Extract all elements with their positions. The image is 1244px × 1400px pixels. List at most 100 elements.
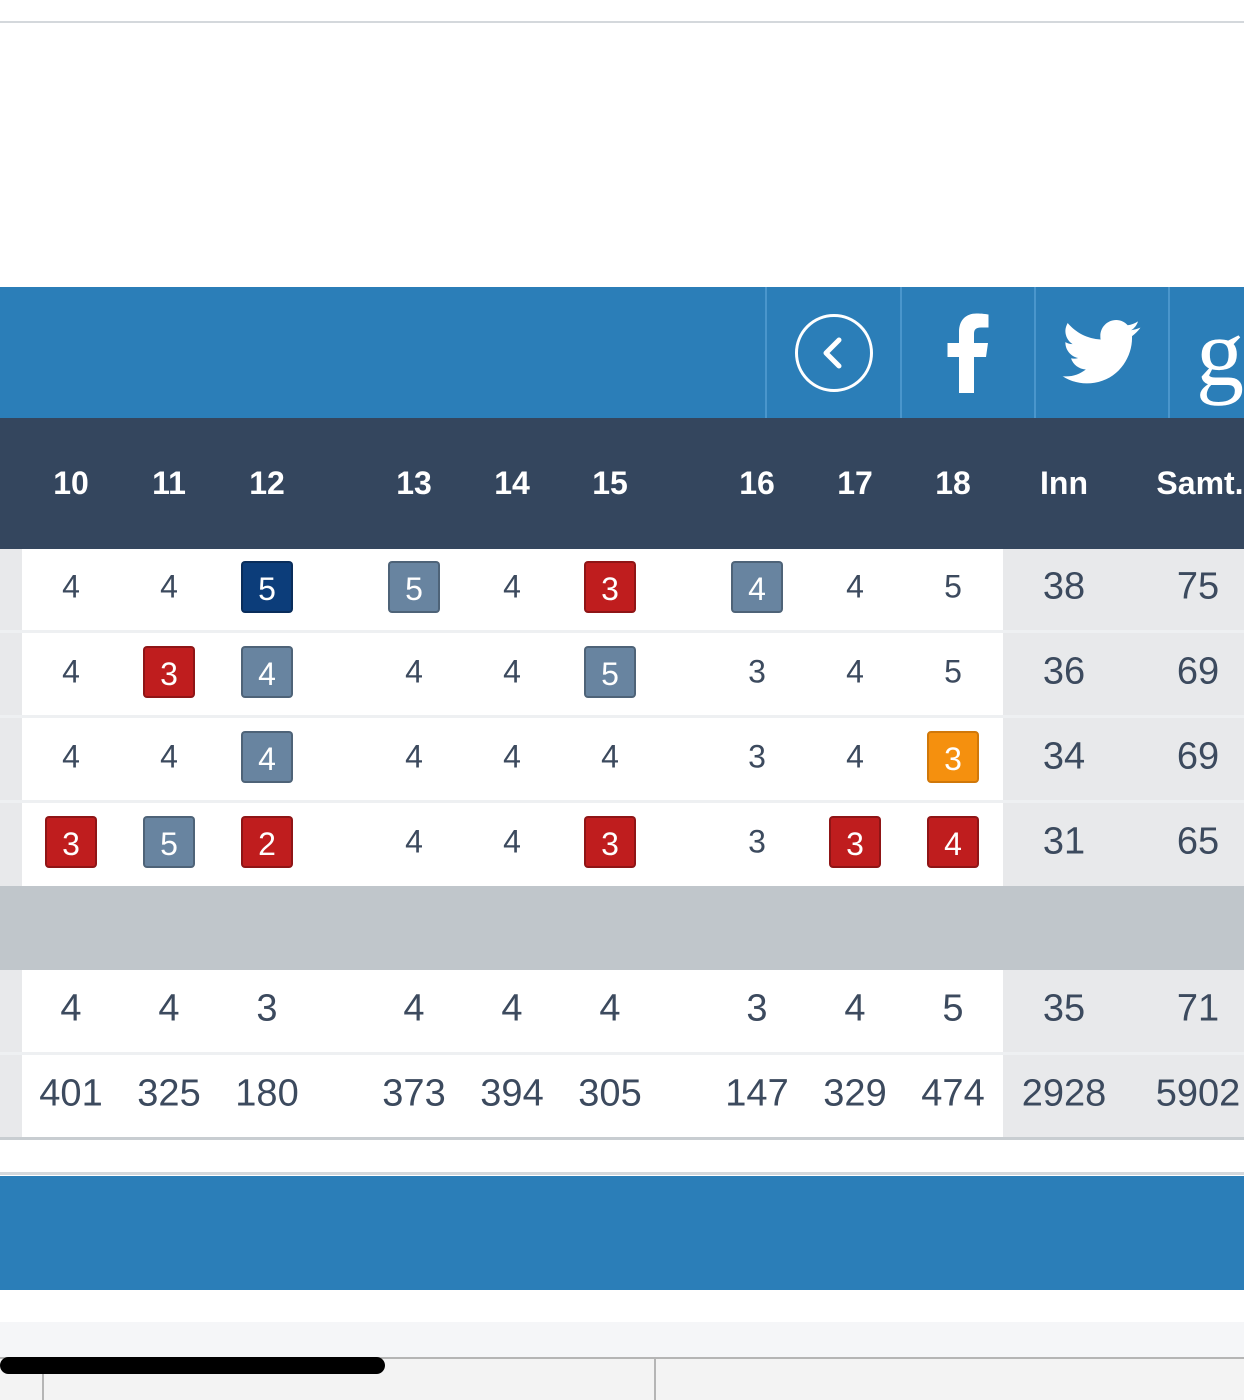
- par-cell: 4: [599, 987, 621, 1030]
- row-divider: [0, 800, 1244, 803]
- round-total: 69: [1176, 735, 1220, 778]
- par-cell: 4: [60, 987, 82, 1030]
- score-cell: 4: [846, 653, 864, 690]
- hole-10-header: 10: [53, 465, 89, 501]
- score-cell: 4: [503, 568, 521, 605]
- hole-14-header: 14: [494, 465, 530, 501]
- google-share-button[interactable]: g: [1168, 287, 1244, 418]
- par-cell: 3: [256, 987, 278, 1030]
- score-badge-sblue: 4: [241, 731, 293, 783]
- round-total: 36: [1042, 650, 1086, 693]
- row-divider: [0, 715, 1244, 718]
- score-cell: 5: [944, 568, 962, 605]
- scorecard-header-row: 10 11 12 13 14 15 16 17 18 Inn Samt.: [0, 418, 1244, 549]
- length-cell: 5902: [1155, 1072, 1241, 1115]
- length-cell: 2928: [1021, 1072, 1107, 1115]
- divider: [0, 1172, 1244, 1175]
- score-cell: 3: [748, 738, 766, 775]
- score-cell: 4: [601, 738, 619, 775]
- par-cell: 4: [501, 987, 523, 1030]
- score-badge-orange: 3: [927, 731, 979, 783]
- score-cell: 4: [405, 653, 423, 690]
- round-total: 34: [1042, 735, 1086, 778]
- par-cell: 4: [844, 987, 866, 1030]
- facebook-share-button[interactable]: [900, 287, 1034, 418]
- footer-banner: [0, 1176, 1244, 1290]
- top-divider: [0, 21, 1244, 23]
- hole-15-header: 15: [592, 465, 628, 501]
- length-cell: 394: [480, 1072, 544, 1115]
- bottom-bar-separator: [42, 1359, 44, 1400]
- score-badge-red: 3: [45, 816, 97, 868]
- round-total: 38: [1042, 565, 1086, 608]
- score-cell: 3: [748, 653, 766, 690]
- score-badge-red: 3: [584, 561, 636, 613]
- twitter-icon: [1062, 319, 1141, 383]
- hole-17-header: 17: [837, 465, 873, 501]
- score-badge-red: 3: [143, 646, 195, 698]
- score-badge-sblue: 4: [731, 561, 783, 613]
- length-cell: 147: [725, 1072, 789, 1115]
- chevron-left-circle-icon: [794, 313, 873, 392]
- google-icon: g: [1196, 298, 1244, 406]
- score-badge-red: 3: [584, 816, 636, 868]
- score-badge-dblue: 5: [241, 561, 293, 613]
- score-badge-sblue: 5: [584, 646, 636, 698]
- share-toolbar: g: [0, 287, 1244, 418]
- score-cell: 4: [503, 738, 521, 775]
- length-cell: 305: [578, 1072, 642, 1115]
- score-cell: 4: [160, 568, 178, 605]
- score-badge-sblue: 4: [241, 646, 293, 698]
- row-divider: [0, 1052, 1244, 1055]
- round-total: 31: [1042, 820, 1086, 863]
- par-cell: 4: [158, 987, 180, 1030]
- par-cell: 3: [746, 987, 768, 1030]
- score-cell: 4: [846, 738, 864, 775]
- totals-column-background: [1003, 549, 1244, 1137]
- round-total: 75: [1176, 565, 1220, 608]
- hole-16-header: 16: [739, 465, 775, 501]
- score-cell: 4: [160, 738, 178, 775]
- hole-11-header: 11: [152, 465, 186, 501]
- length-cell: 180: [235, 1072, 299, 1115]
- par-cell: 71: [1176, 987, 1220, 1030]
- par-cell: 4: [403, 987, 425, 1030]
- footer-strip: [0, 1322, 1244, 1357]
- left-gutter: [0, 549, 22, 1137]
- score-cell: 4: [405, 823, 423, 860]
- score-badge-sblue: 5: [388, 561, 440, 613]
- score-cell: 4: [405, 738, 423, 775]
- row-divider: [0, 630, 1244, 633]
- score-badge-red: 2: [241, 816, 293, 868]
- score-cell: 4: [846, 568, 864, 605]
- par-cell: 5: [942, 987, 964, 1030]
- score-cell: 4: [62, 568, 80, 605]
- round-total: 65: [1176, 820, 1220, 863]
- score-cell: 4: [503, 823, 521, 860]
- table-bottom-border: [0, 1137, 1244, 1140]
- score-badge-sblue: 5: [143, 816, 195, 868]
- score-cell: 3: [748, 823, 766, 860]
- hole-12-header: 12: [249, 465, 285, 501]
- total-header: Samt.: [1156, 465, 1244, 501]
- length-cell: 329: [823, 1072, 887, 1115]
- score-badge-red: 4: [927, 816, 979, 868]
- par-cell: 35: [1042, 987, 1086, 1030]
- inn-total-header: Inn: [1040, 465, 1088, 501]
- bottom-bar-separator: [654, 1359, 656, 1400]
- length-cell: 373: [382, 1072, 446, 1115]
- length-cell: 401: [39, 1072, 103, 1115]
- score-cell: 4: [503, 653, 521, 690]
- round-total: 69: [1176, 650, 1220, 693]
- home-indicator[interactable]: [0, 1357, 385, 1374]
- back-button[interactable]: [765, 287, 900, 418]
- score-cell: 5: [944, 653, 962, 690]
- length-cell: 474: [921, 1072, 985, 1115]
- section-separator: [0, 886, 1244, 970]
- score-badge-red: 3: [829, 816, 881, 868]
- twitter-share-button[interactable]: [1034, 287, 1168, 418]
- score-cell: 4: [62, 653, 80, 690]
- facebook-icon: [947, 313, 989, 393]
- length-cell: 325: [137, 1072, 201, 1115]
- hole-13-header: 13: [396, 465, 432, 501]
